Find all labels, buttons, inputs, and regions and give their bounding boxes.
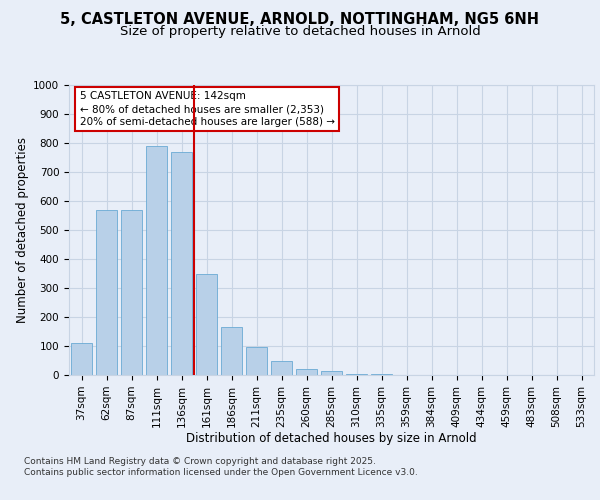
Bar xyxy=(196,274,217,375)
Y-axis label: Number of detached properties: Number of detached properties xyxy=(16,137,29,323)
Bar xyxy=(71,343,92,375)
Text: Contains HM Land Registry data © Crown copyright and database right 2025.
Contai: Contains HM Land Registry data © Crown c… xyxy=(24,458,418,477)
Bar xyxy=(171,152,192,375)
Bar xyxy=(346,374,367,375)
Text: 5, CASTLETON AVENUE, ARNOLD, NOTTINGHAM, NG5 6NH: 5, CASTLETON AVENUE, ARNOLD, NOTTINGHAM,… xyxy=(61,12,539,28)
Bar xyxy=(246,348,267,375)
X-axis label: Distribution of detached houses by size in Arnold: Distribution of detached houses by size … xyxy=(186,432,477,446)
Bar xyxy=(371,374,392,375)
Bar xyxy=(296,369,317,375)
Text: Size of property relative to detached houses in Arnold: Size of property relative to detached ho… xyxy=(119,25,481,38)
Bar xyxy=(321,370,342,375)
Bar xyxy=(221,327,242,375)
Bar xyxy=(96,210,117,375)
Text: 5 CASTLETON AVENUE: 142sqm
← 80% of detached houses are smaller (2,353)
20% of s: 5 CASTLETON AVENUE: 142sqm ← 80% of deta… xyxy=(79,91,335,127)
Bar xyxy=(146,146,167,375)
Bar xyxy=(121,210,142,375)
Bar xyxy=(271,360,292,375)
